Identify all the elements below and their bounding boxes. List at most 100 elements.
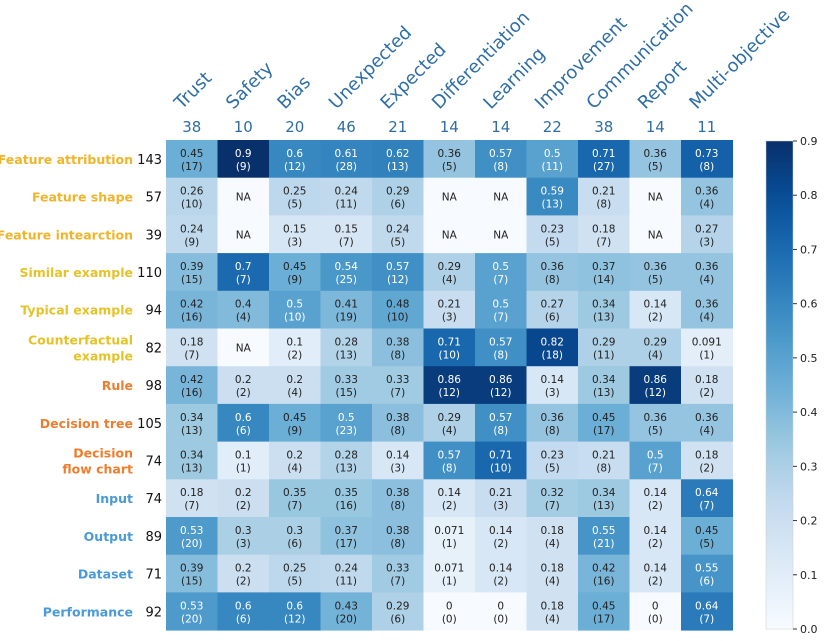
cell-count: (3) [442, 312, 457, 324]
heatmap-cell [423, 366, 476, 405]
column-label: Multi-objective [685, 5, 794, 114]
cell-value: 0.45 [283, 261, 306, 273]
cell-count: (5) [442, 161, 457, 173]
cell-value: 0.18 [180, 336, 203, 348]
heatmap-cell [681, 403, 733, 443]
row-label-line: Counterfactual [28, 332, 133, 347]
cell-value: 0.24 [335, 563, 359, 575]
heatmap-cell [681, 328, 733, 367]
cell-value: 0.64 [695, 487, 719, 499]
heatmap-cell [217, 140, 270, 179]
cell-value: 0.18 [541, 525, 564, 537]
colorbar-tick-label: 0.4 [800, 406, 818, 419]
column-count: 14 [646, 118, 665, 136]
heatmap-cell [629, 290, 682, 329]
heatmap-cell [320, 140, 373, 179]
cell-count: (6) [699, 576, 714, 588]
heatmap-cell [526, 479, 579, 518]
heatmap-cell [578, 479, 630, 518]
heatmap-cell [166, 366, 218, 405]
cell-value: 0.21 [438, 299, 461, 311]
heatmap-cell [269, 592, 321, 631]
heatmap-cell [217, 177, 270, 216]
cell-value: 0.33 [386, 374, 409, 386]
cell-count: (5) [648, 425, 663, 437]
column-count: 20 [285, 118, 304, 136]
cell-value: 0.15 [335, 223, 358, 235]
heatmap-cell [681, 253, 733, 292]
cell-value: 0.86 [438, 374, 462, 386]
cell-value: 0.25 [283, 563, 306, 575]
cell-value: 0.37 [592, 261, 615, 273]
cell-count: (5) [648, 274, 663, 286]
cell-value: 0.14 [644, 487, 668, 499]
cell-count: (5) [699, 538, 714, 550]
cell-count: (5) [287, 199, 302, 211]
cell-count: (9) [287, 425, 302, 437]
heatmap-cell [320, 177, 373, 216]
heatmap-cell [217, 403, 270, 443]
cell-count: (5) [390, 236, 405, 248]
cell-value: 0.18 [695, 374, 718, 386]
cell-count: (3) [493, 500, 508, 512]
cell-value: 0.45 [592, 412, 615, 424]
cell-value: 0.5 [286, 299, 303, 311]
cell-count: (17) [181, 161, 203, 173]
cell-value: NA [442, 192, 458, 204]
row-label-line: flow chart [62, 461, 133, 476]
heatmap-cell [526, 328, 579, 367]
cell-count: (11) [593, 349, 615, 361]
heatmap-cell [423, 479, 476, 518]
heatmap-cell [475, 253, 527, 292]
heatmap-cell [320, 253, 373, 292]
row-count: 57 [145, 191, 162, 206]
cell-value: 0.57 [489, 412, 512, 424]
cell-value: 0.34 [592, 299, 616, 311]
heatmap-cell [166, 140, 218, 179]
row-count: 94 [145, 304, 162, 319]
cell-value: NA [493, 229, 509, 241]
heatmap-cell [217, 290, 270, 329]
colorbar-tick-label: 0.8 [800, 189, 818, 202]
cell-count: (5) [648, 161, 663, 173]
cell-count: (13) [593, 500, 615, 512]
heatmap-cell [217, 517, 270, 556]
cell-value: 0.2 [286, 374, 303, 386]
cell-value: 0.36 [438, 148, 462, 160]
heatmap-cell [423, 403, 476, 443]
cell-value: 0.36 [695, 186, 719, 198]
cell-value: 0.36 [695, 412, 719, 424]
heatmap-cell [475, 328, 527, 367]
heatmap-cell [423, 592, 476, 631]
cell-count: (12) [284, 613, 306, 625]
cell-count: (4) [442, 274, 457, 286]
colorbar-tick-label: 0.5 [800, 352, 818, 365]
heatmap-cell [526, 366, 579, 405]
cell-value: 0.36 [644, 148, 668, 160]
cell-value: 0.39 [180, 261, 203, 273]
column-label: Bias [273, 72, 315, 114]
heatmap-cell [475, 140, 527, 179]
heatmap-cell [269, 517, 321, 556]
cell-value: 0.5 [647, 449, 664, 461]
cell-value: 0.38 [386, 525, 409, 537]
cell-count: (8) [390, 349, 405, 361]
cell-value: 0.61 [335, 148, 358, 160]
heatmap-cell [526, 554, 579, 593]
cell-value: 0.43 [335, 600, 358, 612]
cell-value: 0.29 [438, 412, 461, 424]
heatmap-cell [629, 140, 682, 179]
row-count: 74 [145, 492, 162, 507]
cell-value: 0.7 [235, 261, 252, 273]
heatmap-cell [269, 479, 321, 518]
cell-count: (12) [387, 274, 409, 286]
cell-count: (12) [438, 387, 460, 399]
heatmap-cell [629, 253, 682, 292]
cell-count: (7) [390, 576, 405, 588]
cell-count: (8) [493, 161, 508, 173]
cell-value: 0.26 [180, 186, 204, 198]
cell-count: (20) [181, 538, 203, 550]
cell-count: (7) [287, 500, 302, 512]
cell-count: (13) [335, 349, 357, 361]
cell-count: (7) [648, 462, 663, 474]
